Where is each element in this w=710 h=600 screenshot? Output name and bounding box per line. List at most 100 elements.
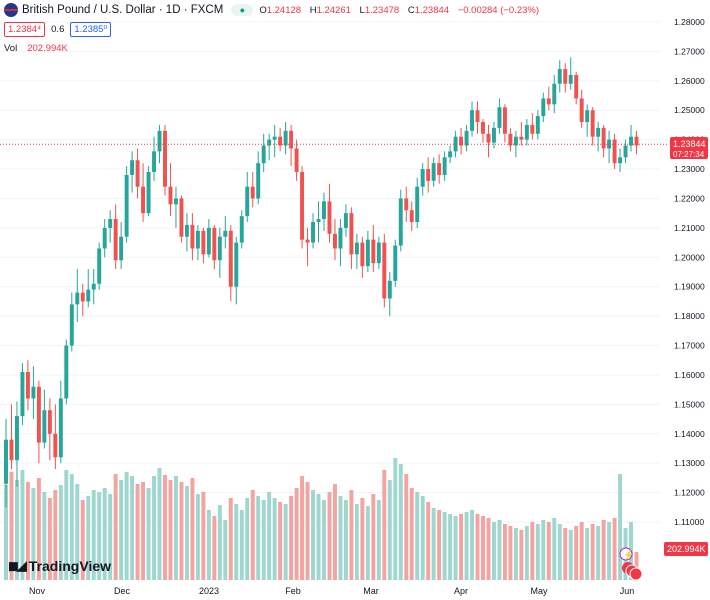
candle-body bbox=[365, 239, 370, 267]
y-tick-label: 1.17000 bbox=[674, 341, 705, 351]
gbp-usd-flag-icon bbox=[4, 3, 18, 17]
candle-body bbox=[349, 213, 354, 255]
last-price-label: 1.23844 07:27:34 bbox=[670, 137, 708, 159]
candle-body bbox=[574, 74, 579, 99]
volume-bar bbox=[530, 522, 535, 580]
event-icons: ⚡ bbox=[619, 547, 643, 581]
candle-body bbox=[195, 230, 200, 249]
candle-body bbox=[283, 130, 288, 146]
volume-label: Vol bbox=[4, 43, 18, 54]
volume-legend[interactable]: Vol 202.994K bbox=[4, 43, 68, 54]
candle-body bbox=[294, 148, 299, 172]
candle-body bbox=[9, 439, 14, 461]
volume-bar bbox=[552, 518, 557, 580]
volume-bar bbox=[228, 498, 233, 580]
volume-bar bbox=[634, 552, 639, 580]
volume-bar bbox=[91, 490, 96, 580]
candle-body bbox=[382, 242, 387, 299]
volume-bar bbox=[371, 494, 376, 580]
volume-bar bbox=[393, 458, 398, 580]
volume-bar bbox=[130, 476, 135, 580]
y-tick-label: 1.12000 bbox=[674, 488, 705, 498]
candle-body bbox=[530, 124, 535, 134]
volume-bar bbox=[217, 505, 222, 580]
volume-bar bbox=[491, 522, 496, 580]
candle-body bbox=[332, 233, 337, 249]
candle-body bbox=[552, 83, 557, 105]
buy-button[interactable]: 1.2385⁰ bbox=[70, 22, 112, 37]
volume-bar bbox=[481, 516, 485, 580]
lightning-icon bbox=[619, 547, 633, 561]
tradingview-logo[interactable]: ◼◢ TradingView bbox=[8, 558, 111, 574]
candle-body bbox=[267, 139, 272, 146]
candle-body bbox=[53, 433, 58, 458]
candle-body bbox=[327, 201, 332, 234]
candle-body bbox=[612, 139, 617, 164]
candle-body bbox=[31, 386, 36, 399]
candle-body bbox=[36, 386, 41, 443]
volume-bar bbox=[596, 526, 601, 580]
candle-body bbox=[519, 136, 524, 140]
symbol-title[interactable]: British Pound / U.S. Dollar · 1D · FXCM bbox=[22, 4, 224, 16]
y-tick-label: 1.11000 bbox=[674, 517, 704, 527]
volume-bar bbox=[464, 512, 469, 580]
candle-body bbox=[261, 145, 266, 164]
candle-body bbox=[4, 439, 8, 484]
volume-bar bbox=[470, 510, 475, 580]
volume-bar bbox=[64, 470, 69, 580]
candle-body bbox=[535, 116, 540, 134]
candle-body bbox=[360, 242, 365, 267]
sell-button[interactable]: 1.2384⁴ bbox=[4, 22, 46, 37]
volume-bar bbox=[354, 504, 359, 580]
volume-bar bbox=[119, 480, 124, 580]
candle-body bbox=[481, 122, 485, 134]
candle-body bbox=[371, 239, 376, 264]
last-price-value: 1.23844 bbox=[673, 139, 706, 149]
volume-bar bbox=[163, 475, 167, 580]
y-tick-label: 1.28000 bbox=[674, 17, 705, 27]
volume-bar bbox=[557, 524, 562, 580]
volume-bar bbox=[574, 526, 579, 580]
candle-body bbox=[14, 416, 19, 461]
tradingview-logo-icon: ◼◢ bbox=[8, 558, 27, 573]
volume-bar bbox=[108, 494, 113, 580]
volume-bar bbox=[157, 468, 162, 580]
candle-body bbox=[250, 186, 255, 199]
market-status-icon[interactable]: ● bbox=[231, 4, 254, 16]
volume-bar bbox=[404, 474, 409, 580]
candle-body bbox=[179, 198, 184, 237]
volume-bar bbox=[563, 528, 568, 580]
symbol-header: British Pound / U.S. Dollar · 1D · FXCM … bbox=[4, 3, 545, 17]
volume-bar bbox=[568, 530, 573, 580]
volume-bar bbox=[31, 488, 36, 580]
x-tick-label: 2023 bbox=[199, 586, 219, 596]
candle-body bbox=[217, 236, 222, 261]
x-tick-label: Apr bbox=[454, 586, 468, 596]
volume-bar bbox=[398, 464, 403, 580]
candle-body bbox=[135, 160, 140, 187]
volume-badge-value: 202.994K bbox=[667, 544, 706, 554]
volume-bar bbox=[332, 484, 337, 580]
candle-body bbox=[80, 292, 85, 302]
candle-body bbox=[184, 224, 189, 237]
volume-bar bbox=[338, 496, 343, 580]
candle-body bbox=[163, 130, 167, 187]
candle-body bbox=[168, 186, 173, 205]
volume-bar bbox=[546, 522, 551, 580]
candle-body bbox=[141, 186, 146, 214]
candle-body bbox=[152, 151, 157, 172]
y-tick-label: 1.21000 bbox=[674, 223, 705, 233]
candle-body bbox=[568, 74, 573, 84]
y-tick-label: 1.26000 bbox=[674, 76, 705, 86]
volume-bar bbox=[524, 526, 529, 580]
volume-bar bbox=[322, 500, 326, 580]
volume-bar bbox=[486, 518, 491, 580]
volume-bar bbox=[234, 504, 239, 580]
candle-body bbox=[119, 236, 124, 261]
volume-bar bbox=[316, 494, 321, 580]
lightning-glyph: ⚡ bbox=[623, 549, 634, 561]
candle-body bbox=[420, 169, 425, 187]
x-tick-label: May bbox=[530, 586, 548, 596]
candle-body bbox=[245, 186, 250, 217]
